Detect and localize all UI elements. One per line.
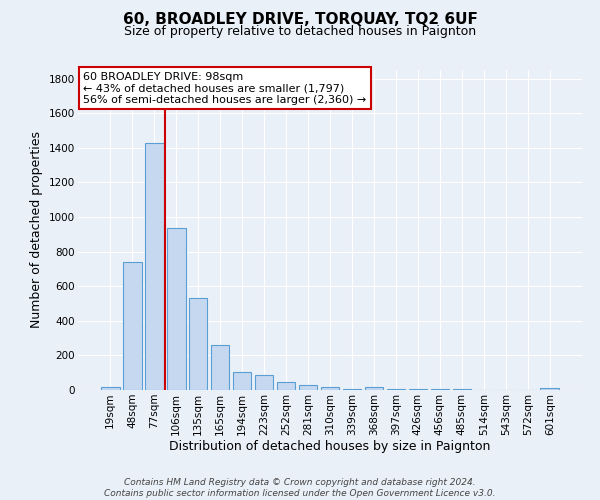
Bar: [541, 388, 559, 390]
Bar: [211, 345, 229, 390]
Bar: [123, 262, 142, 390]
Bar: [299, 385, 317, 390]
Bar: [189, 298, 208, 390]
Text: 60 BROADLEY DRIVE: 98sqm
← 43% of detached houses are smaller (1,797)
56% of sem: 60 BROADLEY DRIVE: 98sqm ← 43% of detach…: [83, 72, 366, 105]
Bar: [277, 382, 295, 390]
Text: Contains HM Land Registry data © Crown copyright and database right 2024.
Contai: Contains HM Land Registry data © Crown c…: [104, 478, 496, 498]
Text: 60, BROADLEY DRIVE, TORQUAY, TQ2 6UF: 60, BROADLEY DRIVE, TORQUAY, TQ2 6UF: [122, 12, 478, 28]
Bar: [233, 372, 251, 390]
Bar: [365, 388, 383, 390]
Bar: [145, 142, 164, 390]
Bar: [167, 228, 185, 390]
X-axis label: Distribution of detached houses by size in Paignton: Distribution of detached houses by size …: [169, 440, 491, 454]
Bar: [255, 375, 274, 390]
Bar: [101, 386, 119, 390]
Bar: [320, 388, 340, 390]
Bar: [343, 389, 361, 390]
Y-axis label: Number of detached properties: Number of detached properties: [31, 132, 43, 328]
Text: Size of property relative to detached houses in Paignton: Size of property relative to detached ho…: [124, 25, 476, 38]
